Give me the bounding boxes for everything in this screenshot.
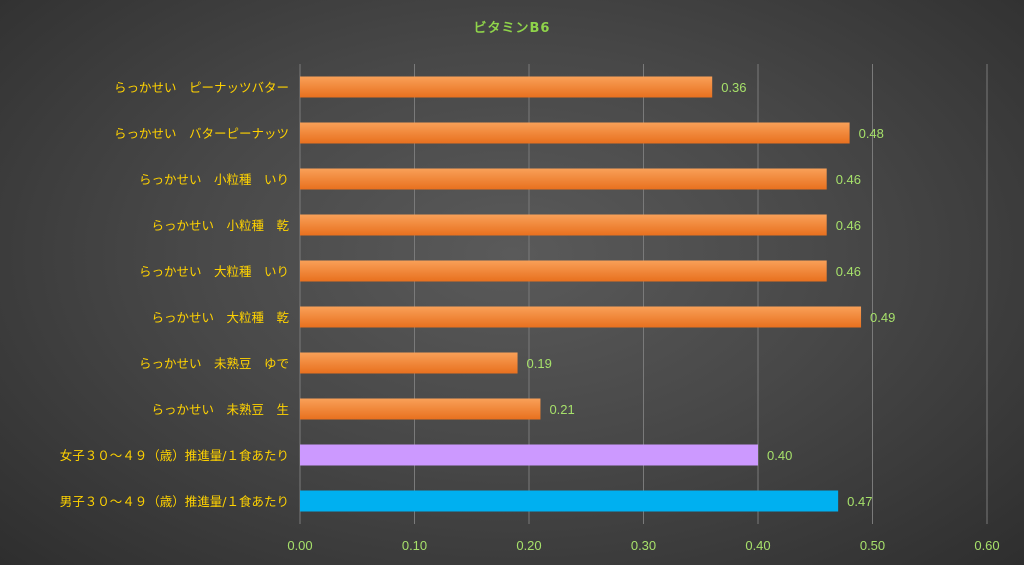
category-label: らっかせい ピーナッツバター xyxy=(114,80,289,95)
bar xyxy=(300,76,713,98)
data-label: 0.36 xyxy=(721,80,746,95)
bar xyxy=(300,306,862,328)
bar xyxy=(300,260,827,282)
bar xyxy=(300,444,758,466)
x-tick-label: 0.00 xyxy=(287,538,312,553)
category-label: らっかせい 大粒種 乾 xyxy=(151,310,289,325)
bar xyxy=(300,168,827,190)
bar xyxy=(300,352,518,374)
bar xyxy=(300,122,850,144)
category-label: らっかせい 未熟豆 ゆで xyxy=(139,356,289,371)
bar xyxy=(300,214,827,236)
category-label: らっかせい 大粒種 いり xyxy=(139,264,289,279)
bar xyxy=(300,490,839,512)
category-label: らっかせい 小粒種 いり xyxy=(139,172,289,187)
data-label: 0.19 xyxy=(527,356,552,371)
x-tick-label: 0.50 xyxy=(860,538,885,553)
data-label: 0.46 xyxy=(836,172,861,187)
x-tick-label: 0.30 xyxy=(631,538,656,553)
bar xyxy=(300,398,541,420)
x-tick-label: 0.20 xyxy=(516,538,541,553)
category-label: らっかせい 小粒種 乾 xyxy=(151,218,289,233)
category-label: らっかせい 未熟豆 生 xyxy=(151,402,289,417)
category-label: らっかせい バターピーナッツ xyxy=(114,126,289,141)
data-label: 0.48 xyxy=(859,126,884,141)
data-label: 0.47 xyxy=(847,494,872,509)
category-label: 女子３０～４９（歳）推進量/１食あたり xyxy=(60,448,289,463)
data-label: 0.49 xyxy=(870,310,895,325)
data-label: 0.46 xyxy=(836,264,861,279)
data-label: 0.46 xyxy=(836,218,861,233)
x-tick-label: 0.40 xyxy=(745,538,770,553)
x-tick-label: 0.60 xyxy=(974,538,999,553)
data-label: 0.40 xyxy=(767,448,792,463)
chart-title: ビタミンB6 xyxy=(473,21,551,36)
data-label: 0.21 xyxy=(549,402,574,417)
x-tick-label: 0.10 xyxy=(402,538,427,553)
category-label: 男子３０～４９（歳）推進量/１食あたり xyxy=(60,494,289,509)
